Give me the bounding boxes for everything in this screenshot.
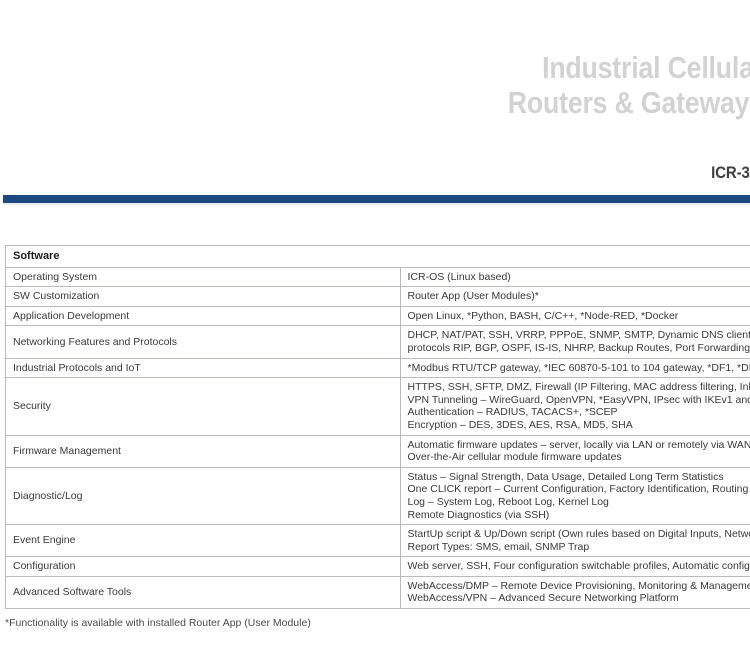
row-value: Automatic firmware updates – server, loc… — [399, 434, 750, 468]
table-row: Application Development Open Linux, *Pyt… — [5, 305, 750, 327]
brand-title-line-2: Routers & Gateways — [507, 85, 750, 120]
row-label: Security — [5, 377, 401, 436]
table-row: Event Engine StartUp script & Up/Down sc… — [5, 524, 750, 558]
table-row: Security HTTPS, SSH, SFTP, DMZ, Firewall… — [5, 377, 750, 436]
value-line: HTTPS, SSH, SFTP, DMZ, Firewall (IP Filt… — [407, 381, 750, 394]
value-line: One CLICK report – Current Configuration… — [407, 483, 750, 496]
table-section-header-row: Software — [5, 245, 750, 268]
value-line: Web server, SSH, Four configuration swit… — [407, 560, 750, 573]
value-line: protocols RIP, BGP, OSPF, IS-IS, NHRP, B… — [407, 341, 750, 354]
value-line: Authentication – RADIUS, TACACS+, *SCEP — [407, 406, 618, 419]
value-line: Automatic firmware updates – server, loc… — [407, 438, 750, 451]
table-row: Advanced Software Tools WebAccess/DMP – … — [5, 575, 750, 610]
table-row: Firmware Management Automatic firmware u… — [5, 434, 750, 468]
row-label: Operating System — [5, 266, 401, 288]
table-row: Diagnostic/Log Status – Signal Strength,… — [5, 466, 750, 526]
row-value: StartUp script & Up/Down script (Own rul… — [399, 524, 750, 558]
table-row: SW Customization Router App (User Module… — [5, 286, 750, 307]
value-line: ICR-OS (Linux based) — [407, 270, 511, 283]
value-line: Encryption – DES, 3DES, AES, RSA, MD5, S… — [407, 418, 633, 431]
brand-title-line-1: Industrial Cellular — [542, 50, 750, 85]
brand-title: Industrial Cellular Routers & Gateways — [162, 52, 750, 118]
row-value: HTTPS, SSH, SFTP, DMZ, Firewall (IP Filt… — [399, 377, 750, 436]
software-spec-table-container: Software Operating System ICR-OS (Linux … — [5, 245, 750, 610]
row-label: Firmware Management — [5, 434, 401, 468]
row-label: Industrial Protocols and IoT — [5, 357, 401, 379]
spec-table-body: Software Operating System ICR-OS (Linux … — [5, 245, 750, 610]
row-label: Networking Features and Protocols — [5, 325, 401, 359]
row-label: SW Customization — [5, 286, 401, 307]
row-label: Diagnostic/Log — [5, 466, 401, 526]
value-line: VPN Tunneling – WireGuard, OpenVPN, *Eas… — [407, 393, 750, 406]
row-label: Event Engine — [5, 524, 401, 558]
value-line: Remote Diagnostics (via SSH) — [407, 508, 550, 521]
table-row: Industrial Protocols and IoT *Modbus RTU… — [5, 357, 750, 379]
value-line: *Modbus RTU/TCP gateway, *IEC 60870-5-10… — [407, 361, 750, 374]
row-value: WebAccess/DMP – Remote Device Provisioni… — [399, 575, 750, 610]
value-line: StartUp script & Up/Down script (Own rul… — [407, 528, 750, 541]
value-line: WebAccess/DMP – Remote Device Provisioni… — [407, 579, 750, 592]
row-value: ICR-OS (Linux based) — [399, 266, 750, 288]
value-line: DHCP, NAT/PAT, SSH, VRRP, PPPoE, SNMP, S… — [407, 329, 750, 342]
value-line: Over-the-Air cellular module firmware up… — [407, 451, 622, 464]
value-line: Log – System Log, Reboot Log, Kernel Log — [407, 495, 609, 508]
value-line: Report Types: SMS, email, SNMP Trap — [407, 540, 590, 553]
value-line: Router App (User Modules)* — [407, 290, 539, 303]
row-value: DHCP, NAT/PAT, SSH, VRRP, PPPoE, SNMP, S… — [399, 325, 750, 359]
accent-rule — [3, 195, 750, 203]
row-label: Configuration — [5, 556, 401, 577]
value-line: Open Linux, *Python, BASH, C/C++, *Node-… — [407, 309, 679, 322]
table-row: Networking Features and Protocols DHCP, … — [5, 325, 750, 359]
table-row: Configuration Web server, SSH, Four conf… — [5, 556, 750, 577]
software-spec-table: Software Operating System ICR-OS (Linux … — [5, 245, 750, 610]
footnote-text: *Functionality is available with install… — [5, 617, 311, 629]
row-label: Application Development — [5, 305, 401, 327]
value-line: WebAccess/VPN – Advanced Secure Networki… — [407, 592, 679, 605]
row-value: Open Linux, *Python, BASH, C/C++, *Node-… — [399, 305, 750, 327]
model-code: ICR-32 — [711, 163, 750, 182]
accent-rule-shadow — [3, 203, 750, 205]
row-value: Router App (User Modules)* — [399, 286, 750, 307]
row-label: Advanced Software Tools — [5, 575, 401, 610]
section-title-cell: Software — [5, 245, 750, 268]
row-value: Status – Signal Strength, Data Usage, De… — [399, 466, 750, 526]
value-line: Status – Signal Strength, Data Usage, De… — [407, 470, 724, 483]
row-value: Web server, SSH, Four configuration swit… — [399, 556, 750, 577]
table-row: Operating System ICR-OS (Linux based) — [5, 266, 750, 288]
row-value: *Modbus RTU/TCP gateway, *IEC 60870-5-10… — [399, 357, 750, 379]
page-masthead: Industrial Cellular Routers & Gateways I… — [0, 0, 750, 196]
